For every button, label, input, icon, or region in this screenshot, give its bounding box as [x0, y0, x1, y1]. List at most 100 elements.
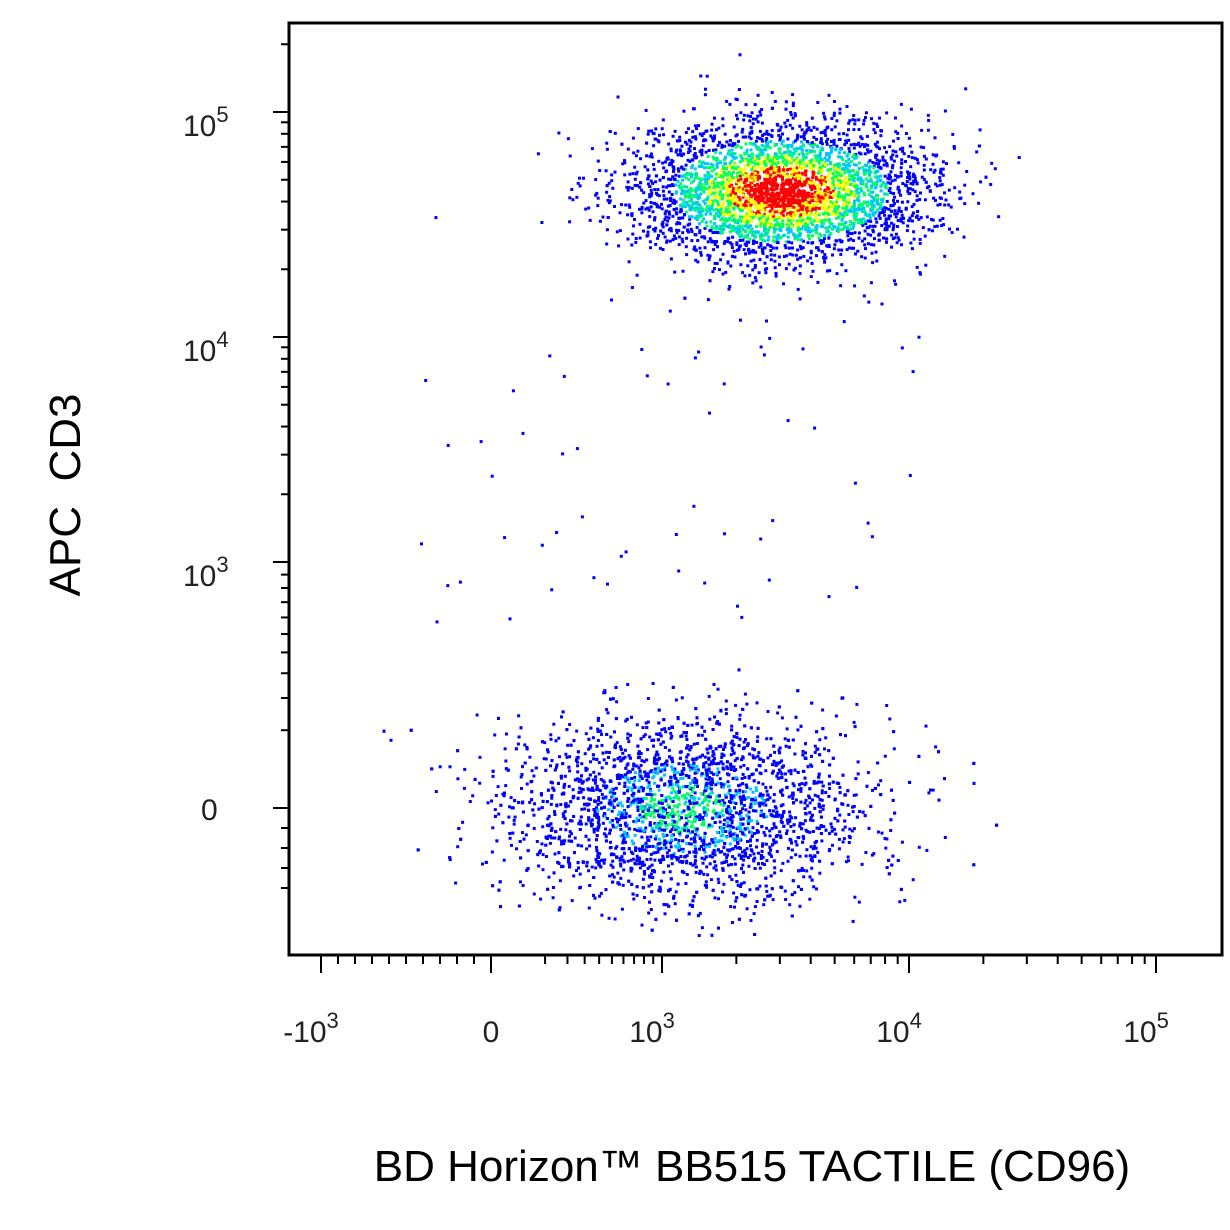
event-dot	[819, 137, 823, 141]
event-dot	[958, 197, 962, 201]
event-dot	[802, 132, 806, 136]
event-dot	[693, 135, 697, 139]
event-dot	[791, 216, 795, 220]
event-dot	[767, 222, 770, 226]
event-dot	[770, 217, 774, 221]
event-dot	[649, 205, 653, 209]
event-dot	[850, 232, 854, 236]
event-dot	[780, 183, 784, 187]
event-dot	[743, 167, 746, 171]
event-dot	[846, 227, 850, 231]
event-dot	[759, 113, 763, 117]
event-dot	[871, 261, 875, 265]
event-dot	[788, 219, 792, 223]
event-dot	[721, 210, 724, 214]
event-dot	[845, 141, 848, 145]
event-dot	[772, 188, 776, 192]
event-dot	[793, 112, 797, 116]
event-dot	[745, 148, 749, 152]
event-dot	[828, 170, 832, 174]
event-dot	[873, 237, 876, 241]
event-dot	[890, 179, 894, 183]
event-dot	[880, 207, 884, 211]
event-dot	[731, 206, 735, 210]
event-dot	[827, 93, 831, 97]
event-dot	[682, 185, 686, 189]
event-dot	[892, 202, 896, 205]
event-dot	[821, 200, 825, 204]
event-dot	[885, 223, 888, 227]
event-dot	[730, 214, 734, 218]
event-dot	[792, 232, 796, 236]
event-dot	[844, 193, 848, 197]
event-dot	[783, 166, 787, 169]
event-dot	[791, 253, 795, 257]
event-dot	[910, 205, 914, 209]
event-dot	[779, 125, 783, 129]
event-dot	[753, 183, 757, 187]
event-dot	[725, 140, 729, 144]
event-dot	[773, 176, 777, 180]
event-dot	[836, 194, 840, 198]
event-dot	[757, 174, 761, 178]
event-dot	[732, 166, 736, 170]
event-dot	[878, 206, 882, 210]
event-dot	[890, 245, 893, 249]
event-dot	[938, 202, 942, 206]
event-dot	[763, 261, 767, 265]
event-dot	[595, 191, 599, 195]
event-dot	[800, 182, 804, 186]
event-dot	[759, 162, 763, 166]
event-dot	[720, 145, 724, 149]
event-dot	[773, 159, 777, 163]
event-dot	[719, 258, 723, 262]
event-dot	[874, 210, 878, 214]
event-dot	[752, 249, 756, 253]
event-dot	[682, 225, 686, 229]
event-dot	[713, 134, 717, 138]
event-dot	[933, 168, 937, 172]
event-dot	[717, 215, 721, 218]
event-dot	[703, 850, 707, 854]
event-dot	[797, 171, 801, 175]
event-dot	[775, 143, 779, 146]
event-dot	[677, 169, 681, 173]
event-dot	[765, 255, 769, 259]
event-dot	[621, 775, 625, 779]
event-dot	[749, 148, 753, 152]
event-dot	[776, 233, 780, 237]
event-dot	[656, 188, 660, 192]
event-dot	[761, 196, 765, 200]
event-dot	[789, 201, 793, 205]
event-dot	[741, 191, 744, 194]
event-dot	[758, 147, 762, 151]
event-dot	[716, 191, 720, 195]
event-dot	[860, 137, 864, 141]
event-dot	[922, 168, 926, 172]
event-dot	[764, 163, 768, 167]
event-dot	[743, 217, 747, 221]
event-dot	[676, 167, 680, 171]
event-dot	[724, 712, 728, 716]
event-dot	[768, 167, 772, 171]
event-dot	[801, 148, 804, 152]
event-dot	[857, 118, 861, 122]
event-dot	[864, 247, 867, 251]
event-dot	[835, 171, 839, 174]
event-dot	[741, 227, 745, 231]
event-dot	[639, 763, 643, 767]
event-dot	[838, 155, 841, 159]
event-dot	[777, 192, 781, 196]
event-dot	[753, 276, 757, 280]
event-dot	[868, 213, 872, 217]
event-dot	[737, 195, 741, 199]
event-dot	[731, 218, 734, 222]
event-dot	[708, 185, 711, 189]
event-dot	[732, 217, 736, 221]
event-dot	[634, 240, 638, 244]
event-dot	[781, 139, 785, 143]
event-dot	[700, 219, 704, 223]
event-dot	[620, 142, 624, 146]
event-dot	[724, 192, 727, 196]
event-dot	[671, 201, 675, 205]
